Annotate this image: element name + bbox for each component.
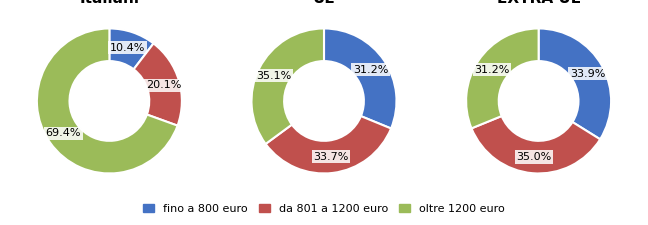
Text: 35.1%: 35.1%	[256, 71, 292, 81]
Text: 10.4%: 10.4%	[110, 43, 145, 53]
Text: 31.2%: 31.2%	[353, 65, 388, 75]
Text: 33.7%: 33.7%	[313, 152, 349, 162]
Wedge shape	[266, 116, 391, 173]
Wedge shape	[472, 116, 600, 173]
Text: 31.2%: 31.2%	[474, 65, 510, 75]
Wedge shape	[133, 43, 182, 126]
Title: UE: UE	[312, 0, 336, 6]
Text: 33.9%: 33.9%	[570, 69, 605, 79]
Wedge shape	[37, 29, 178, 173]
Wedge shape	[251, 29, 324, 144]
Wedge shape	[324, 29, 397, 128]
Text: 35.0%: 35.0%	[516, 152, 551, 162]
Title: EXTRA UE: EXTRA UE	[496, 0, 581, 6]
Text: 20.1%: 20.1%	[146, 80, 181, 90]
Text: 69.4%: 69.4%	[45, 128, 81, 138]
Title: Italiani: Italiani	[80, 0, 139, 6]
Wedge shape	[538, 29, 611, 139]
Legend: fino a 800 euro, da 801 a 1200 euro, oltre 1200 euro: fino a 800 euro, da 801 a 1200 euro, olt…	[137, 198, 511, 219]
Wedge shape	[110, 29, 154, 69]
Wedge shape	[466, 29, 538, 128]
